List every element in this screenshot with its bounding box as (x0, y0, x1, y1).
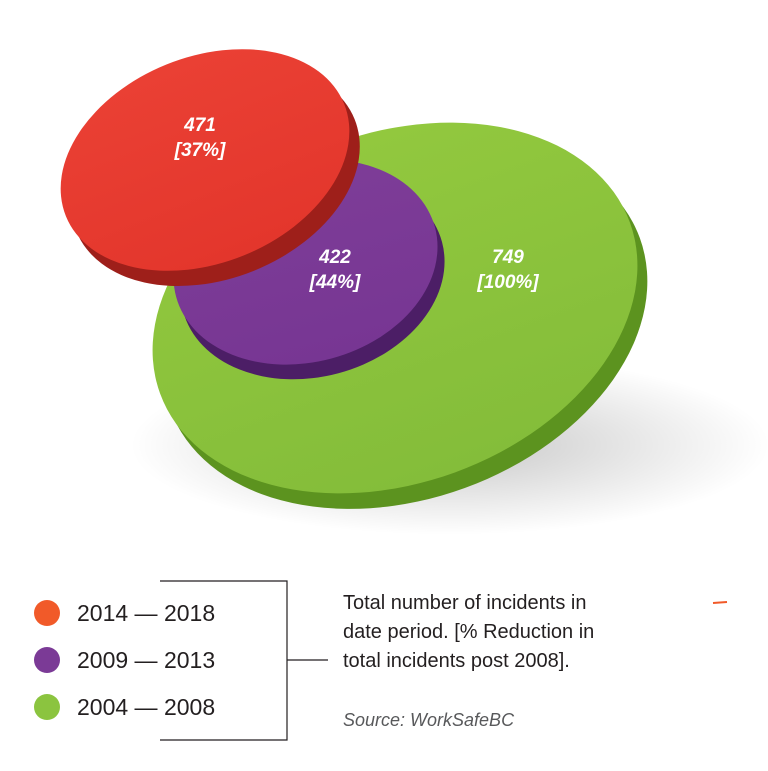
decorative-dash (712, 601, 728, 604)
note-line-3: total incidents post 2008]. (343, 650, 570, 672)
label-2004-2008-pct: [100%] (476, 272, 539, 293)
label-2014-2018-value: 471 (183, 115, 216, 136)
label-2009-2013-value: 422 (318, 247, 351, 268)
label-2014-2018-pct: [37%] (174, 140, 226, 161)
note-line-1: Total number of incidents in (343, 592, 586, 614)
source-text: Source: WorkSafeBC (343, 710, 515, 730)
legend: 2014 — 2018 2009 — 2013 2004 — 2008 (34, 600, 215, 720)
disc-2014-2018-top (60, 49, 350, 271)
legend-dot-2009-2013 (34, 647, 60, 673)
label-2004-2008-value: 749 (492, 247, 524, 268)
legend-dot-2004-2008 (34, 694, 60, 720)
legend-label-2014-2018: 2014 — 2018 (77, 600, 215, 626)
legend-bracket (160, 580, 328, 741)
legend-label-2009-2013: 2009 — 2013 (77, 647, 215, 673)
disc-2014-2018 (60, 49, 360, 286)
legend-dot-2014-2018 (34, 600, 60, 626)
label-2009-2013-pct: [44%] (309, 272, 361, 293)
note-line-2: date period. [% Reduction in (343, 621, 594, 643)
legend-label-2004-2008: 2004 — 2008 (77, 694, 215, 720)
